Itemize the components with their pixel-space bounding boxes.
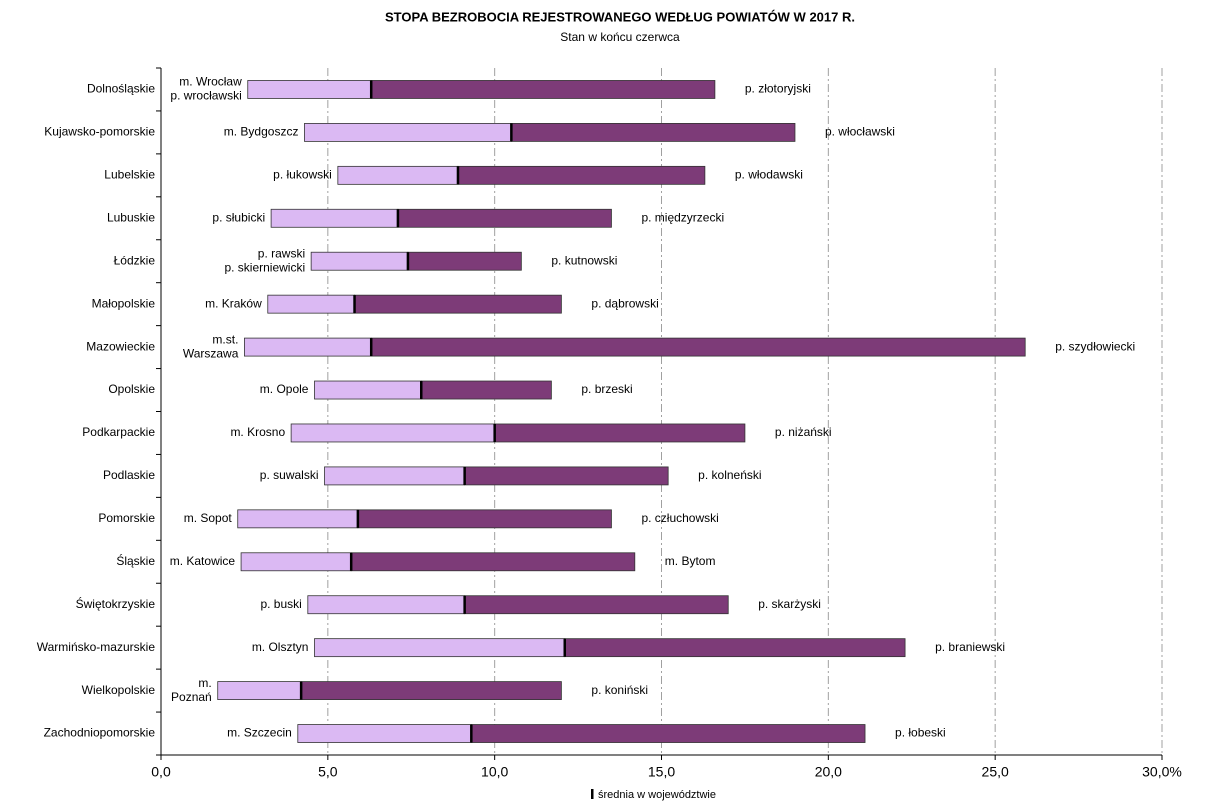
max-label: p. kutnowski <box>551 253 617 267</box>
max-segment <box>300 681 562 700</box>
y-tick-label: Opolskie <box>108 382 155 396</box>
max-segment <box>494 423 746 443</box>
min-label: m. Sopot <box>184 511 233 525</box>
min-label: m. Bydgoszcz <box>224 125 299 139</box>
min-label: Warszawa <box>183 346 239 360</box>
max-segment <box>407 251 522 271</box>
min-label: m. <box>198 676 211 690</box>
max-segment <box>470 724 866 743</box>
max-label: p. człuchowski <box>641 511 718 525</box>
y-tick-label: Małopolskie <box>92 296 156 310</box>
max-label: p. szydłowiecki <box>1055 339 1135 353</box>
min-label: p. skierniewicki <box>224 260 305 274</box>
min-label: m. Opole <box>260 382 309 396</box>
x-tick-label: 20,0 <box>815 764 842 780</box>
min-segment <box>324 466 466 486</box>
min-label: m.st. <box>212 332 238 346</box>
min-label: m. Wrocław <box>179 75 242 89</box>
min-segment <box>244 337 372 357</box>
min-segment <box>297 724 472 743</box>
min-label: p. łukowski <box>273 168 332 182</box>
x-tick-label: 30,0% <box>1142 764 1182 780</box>
min-label: m. Olsztyn <box>252 640 309 654</box>
min-segment <box>337 165 459 185</box>
min-segment <box>267 294 355 314</box>
max-segment <box>564 638 906 658</box>
min-label: p. suwalski <box>260 468 319 482</box>
y-tick-label: Lubelskie <box>104 168 155 182</box>
max-label: p. włodawski <box>735 168 803 182</box>
x-tick-label: 10,0 <box>481 764 508 780</box>
max-segment <box>420 380 552 400</box>
max-label: p. skarżyski <box>758 597 821 611</box>
x-tick-label: 25,0 <box>982 764 1009 780</box>
max-label: p. kolneński <box>698 468 761 482</box>
min-label: p. rawski <box>258 246 305 260</box>
y-tick-label: Kujawsko-pomorskie <box>44 125 155 139</box>
min-label: m. Szczecin <box>227 726 292 740</box>
x-tick-label: 5,0 <box>318 764 338 780</box>
max-segment <box>370 80 716 99</box>
max-label: p. niżański <box>775 425 832 439</box>
y-tick-label: Pomorskie <box>98 511 155 525</box>
min-label: m. Krosno <box>230 425 285 439</box>
chart-title: STOPA BEZROBOCIA REJESTROWANEGO WEDŁUG P… <box>385 9 855 24</box>
min-label: p. buski <box>260 597 301 611</box>
max-label: m. Bytom <box>665 554 716 568</box>
max-segment <box>354 294 562 314</box>
min-segment <box>217 681 302 700</box>
y-tick-label: Lubuskie <box>107 210 155 224</box>
y-tick-label: Zachodniopomorskie <box>44 726 156 740</box>
y-tick-label: Podlaskie <box>103 468 155 482</box>
max-label: p. złotoryjski <box>745 82 811 96</box>
min-label: Poznań <box>171 690 212 704</box>
min-segment <box>237 509 359 529</box>
max-segment <box>457 165 706 185</box>
y-tick-label: Dolnośląskie <box>87 82 155 96</box>
min-segment <box>240 552 352 572</box>
y-tick-label: Mazowieckie <box>86 339 155 353</box>
y-tick-label: Świętokrzyskie <box>76 596 156 611</box>
min-segment <box>310 251 409 271</box>
legend-swatch <box>591 789 594 799</box>
min-label: p. słubicki <box>212 210 265 224</box>
max-segment <box>464 595 729 615</box>
legend-label: średnia w województwie <box>598 789 716 801</box>
min-segment <box>247 80 372 99</box>
max-label: p. dąbrowski <box>591 296 658 310</box>
max-segment <box>510 123 796 142</box>
y-tick-label: Warmińsko-mazurskie <box>37 640 156 654</box>
min-label: p. wrocławski <box>170 89 241 103</box>
max-label: p. międzyrzecki <box>641 210 724 224</box>
min-label: m. Kraków <box>205 296 262 310</box>
max-label: p. łobeski <box>895 726 946 740</box>
max-label: p. braniewski <box>935 640 1005 654</box>
x-tick-label: 0,0 <box>151 764 171 780</box>
max-segment <box>397 208 612 228</box>
min-label: m. Katowice <box>170 554 236 568</box>
max-segment <box>350 552 636 572</box>
y-tick-label: Wielkopolskie <box>82 683 156 697</box>
y-tick-label: Łódzkie <box>114 253 156 267</box>
x-tick-label: 15,0 <box>648 764 675 780</box>
max-segment <box>464 466 669 486</box>
min-segment <box>314 380 422 400</box>
min-segment <box>314 638 566 658</box>
max-segment <box>370 337 1026 357</box>
max-label: p. koniński <box>591 683 648 697</box>
max-label: p. brzeski <box>581 382 632 396</box>
y-tick-label: Śląskie <box>116 553 155 568</box>
min-segment <box>270 208 399 228</box>
chart-subtitle: Stan w końcu czerwca <box>560 30 680 44</box>
max-label: p. włocławski <box>825 125 895 139</box>
max-segment <box>357 509 612 529</box>
y-tick-label: Podkarpackie <box>82 425 155 439</box>
min-segment <box>304 123 512 142</box>
min-segment <box>307 595 466 615</box>
min-segment <box>290 423 496 443</box>
